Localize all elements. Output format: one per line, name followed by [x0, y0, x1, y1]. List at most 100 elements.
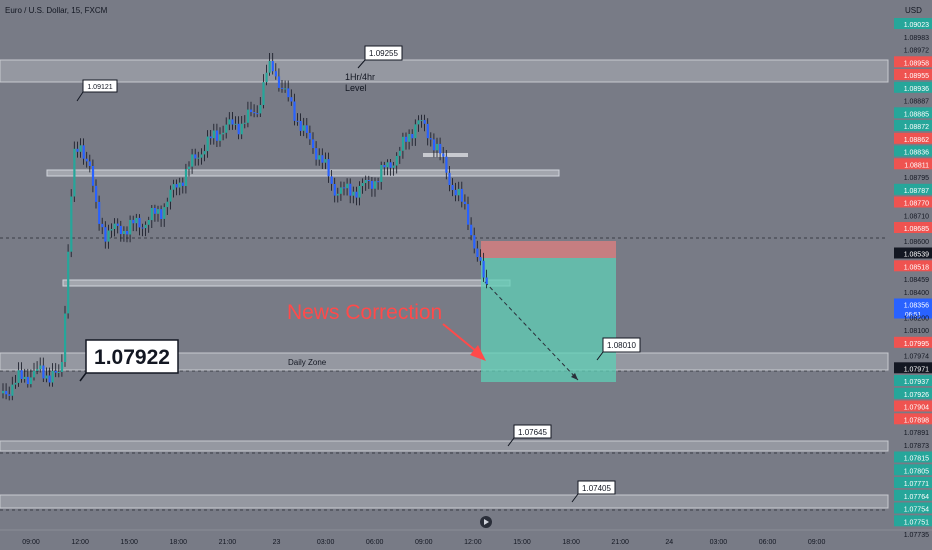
- callout-1-07922[interactable]: 1.07922: [79, 339, 179, 382]
- candle-body: [343, 187, 346, 189]
- svg-text:1.07937: 1.07937: [904, 379, 929, 386]
- mid-zone[interactable]: [46, 169, 560, 177]
- callout-label: 1.07405: [582, 484, 611, 493]
- candle-body: [215, 130, 219, 141]
- candle-body: [290, 97, 293, 102]
- svg-text:1.07771: 1.07771: [904, 481, 929, 488]
- candle-body: [129, 219, 132, 235]
- support-zone-2[interactable]: [0, 494, 889, 509]
- price-label: 1.08872: [894, 120, 932, 131]
- candle-body: [147, 220, 150, 225]
- small-zone[interactable]: [423, 153, 468, 157]
- daily-zone-label: Daily Zone: [288, 358, 327, 367]
- candle-body: [104, 227, 107, 242]
- price-label: 1.07771: [894, 477, 932, 488]
- candle-body: [107, 230, 110, 242]
- candle-body: [116, 223, 119, 226]
- candle-body: [29, 377, 33, 385]
- candle-body: [339, 187, 343, 194]
- daily-zone[interactable]: [0, 352, 889, 371]
- candle-body: [367, 180, 370, 181]
- candle-body: [110, 229, 113, 231]
- candle-body: [346, 183, 349, 189]
- candle-body: [330, 176, 333, 184]
- price-label: 1.08539: [894, 247, 932, 259]
- price-label: 1.07805: [894, 464, 932, 476]
- price-label: 1.08400: [904, 290, 929, 297]
- svg-text:1.08787: 1.08787: [904, 188, 929, 195]
- candle-body: [485, 277, 488, 285]
- price-label: 1.08600: [904, 239, 929, 246]
- candle-body: [150, 208, 153, 221]
- time-axis[interactable]: 09:00 12:00 15:00 18:00 21:00 23 03:00 06:00 09:…: [22, 539, 825, 546]
- callout-1-07645[interactable]: 1.07645: [507, 424, 552, 447]
- symbol-title[interactable]: Euro / U.S. Dollar, 15, FXCM: [5, 6, 108, 15]
- candle-body: [293, 101, 296, 121]
- price-label: 1.07751: [894, 515, 932, 527]
- candle-body: [33, 370, 36, 378]
- candle-body: [36, 369, 39, 371]
- candle-body: [315, 148, 318, 160]
- candle-body: [2, 390, 5, 394]
- time-tick-label: 23: [273, 539, 281, 546]
- callout-1-08010[interactable]: 1.08010: [596, 337, 641, 361]
- callout-1-07405[interactable]: 1.07405: [571, 480, 616, 503]
- candle-body: [281, 87, 284, 89]
- svg-text:1.08936: 1.08936: [904, 86, 929, 93]
- candle-body: [457, 188, 460, 196]
- candle-body: [79, 145, 82, 152]
- price-label: 1.07926: [894, 387, 932, 399]
- candle-body: [463, 201, 467, 204]
- callout-1-09255[interactable]: 1.09255: [357, 45, 403, 69]
- svg-text:1.08862: 1.08862: [904, 137, 929, 144]
- price-label: 1.07891: [904, 430, 929, 437]
- candle-body: [467, 204, 470, 225]
- time-tick-label: 03:00: [710, 539, 728, 546]
- svg-text:1.08811: 1.08811: [904, 162, 929, 169]
- resistance-zone-1hr-4hr[interactable]: [0, 59, 889, 83]
- price-label: 1.09023: [894, 18, 932, 29]
- candle-body: [175, 184, 178, 188]
- callout-1-09121[interactable]: 1.09121: [76, 79, 118, 102]
- svg-text:1.08958: 1.08958: [904, 60, 929, 67]
- svg-text:1.08459: 1.08459: [904, 277, 929, 284]
- price-label: 1.08983: [904, 35, 929, 42]
- price-label: 1.07735: [904, 532, 929, 539]
- replay-icon[interactable]: [480, 516, 492, 528]
- candle-body: [160, 209, 163, 219]
- candle-body: [262, 82, 265, 105]
- svg-text:1.07904: 1.07904: [904, 405, 929, 412]
- candle-body: [219, 134, 222, 141]
- stop-loss-zone[interactable]: [481, 241, 616, 258]
- candle-body: [420, 120, 423, 122]
- candle-body: [432, 139, 436, 151]
- candle-body: [277, 76, 281, 88]
- bar-countdown: 06:51: [905, 312, 922, 319]
- candle-body: [383, 165, 386, 168]
- candle-body: [414, 124, 417, 139]
- candle-body: [423, 120, 426, 124]
- candle-body: [405, 136, 408, 142]
- candle-body: [473, 235, 476, 249]
- time-tick-label: 21:00: [611, 539, 629, 546]
- svg-text:1.08600: 1.08600: [904, 239, 929, 246]
- entry-zone[interactable]: [62, 279, 511, 287]
- price-scale[interactable]: 1.09023 1.08983 1.08972 1.08958 1.08955 1.089…: [894, 18, 932, 539]
- candle-body: [246, 109, 250, 123]
- candle-body: [398, 150, 401, 156]
- svg-text:1.07971: 1.07971: [904, 366, 929, 373]
- candle-body: [308, 132, 312, 140]
- take-profit-zone[interactable]: [481, 258, 616, 382]
- candle-body: [439, 143, 442, 154]
- svg-text:1.07815: 1.07815: [904, 456, 929, 463]
- candle-body: [138, 217, 141, 228]
- candle-body: [85, 158, 88, 162]
- svg-text:1.08836: 1.08836: [904, 150, 929, 157]
- time-tick-label: 09:00: [22, 539, 40, 546]
- support-zone-1[interactable]: [0, 440, 889, 452]
- candle-body: [451, 185, 454, 190]
- candle-body: [26, 376, 29, 385]
- price-label: 1.07815: [894, 451, 932, 463]
- candle-body: [327, 159, 330, 177]
